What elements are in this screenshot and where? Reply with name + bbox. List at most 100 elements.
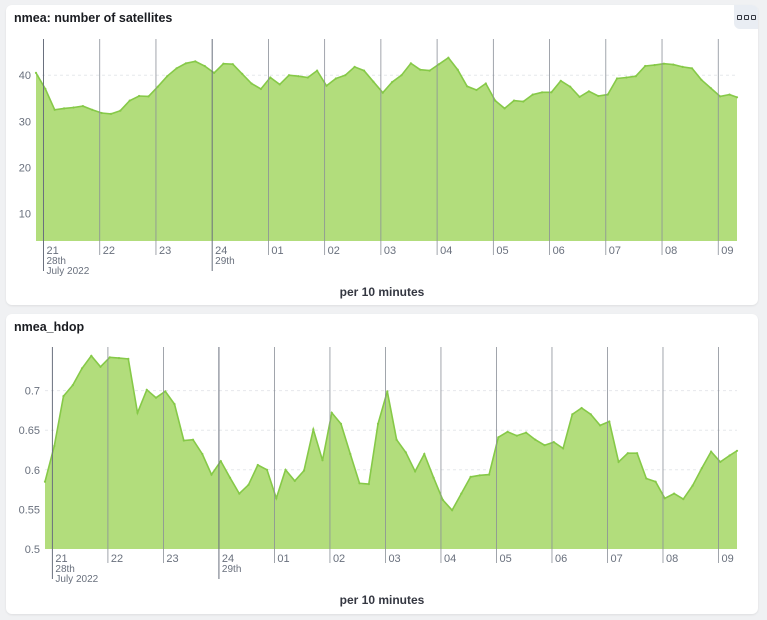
data-point	[117, 357, 121, 360]
data-point	[522, 100, 525, 103]
data-point	[478, 474, 481, 477]
data-point	[203, 64, 206, 68]
data-point	[265, 468, 269, 471]
data-point	[672, 63, 675, 66]
x-tick-label: 22	[103, 245, 115, 257]
satellites-chart-panel: nmea: number of satellites 10 20 30 40 21 28t…	[6, 5, 758, 305]
x-tick-label: 03	[388, 553, 400, 565]
data-point	[423, 452, 426, 456]
data-point	[543, 444, 546, 447]
data-point	[494, 99, 497, 102]
data-point	[100, 111, 103, 115]
data-point	[250, 82, 253, 85]
x-tick-label: 02	[333, 553, 345, 565]
data-point	[34, 71, 38, 74]
data-point	[381, 91, 384, 94]
data-point	[512, 99, 516, 102]
data-point	[728, 93, 731, 96]
data-point	[432, 476, 435, 479]
data-point	[447, 56, 450, 59]
data-point	[460, 492, 463, 495]
data-point	[580, 406, 583, 410]
data-point	[700, 467, 703, 470]
data-point	[395, 438, 398, 441]
panel-title: nmea: number of satellites	[14, 11, 173, 25]
data-point	[617, 460, 620, 463]
y-tick-label: 0.7	[25, 386, 40, 398]
x-tick-label: 23	[166, 553, 178, 565]
data-point	[72, 106, 75, 109]
y-tick-label: 10	[19, 208, 31, 220]
x-tick-label: 29th	[222, 564, 241, 575]
data-point	[456, 68, 459, 71]
x-tick-label: 23	[159, 245, 171, 257]
data-point	[353, 65, 356, 68]
data-point	[302, 469, 306, 472]
data-point	[562, 447, 565, 450]
data-point	[506, 430, 509, 433]
data-point	[419, 68, 422, 71]
y-tick-label: 0.65	[19, 425, 40, 437]
data-point	[222, 62, 225, 65]
data-point	[587, 90, 591, 93]
x-tick-label: 04	[444, 553, 456, 565]
data-point	[414, 470, 417, 473]
data-point	[128, 99, 131, 102]
data-point	[515, 434, 518, 437]
data-point	[316, 69, 319, 72]
data-point	[599, 424, 602, 427]
data-point	[119, 109, 122, 112]
series-line	[35, 56, 738, 115]
data-point	[91, 108, 94, 111]
data-point	[108, 356, 111, 359]
x-axis-title: per 10 minutes	[339, 593, 425, 607]
data-point	[636, 452, 639, 455]
data-point	[376, 422, 380, 425]
data-point	[109, 112, 113, 115]
x-tick-label: 24	[222, 553, 234, 565]
data-point	[578, 95, 581, 98]
data-point	[571, 413, 574, 416]
data-point	[451, 509, 454, 512]
data-point	[213, 71, 216, 74]
y-tick-label: 20	[19, 162, 31, 174]
data-point	[53, 444, 56, 448]
data-point	[386, 390, 389, 393]
data-point	[278, 83, 281, 86]
data-point	[531, 93, 534, 96]
data-point	[673, 492, 676, 495]
data-point	[210, 473, 213, 476]
data-point	[330, 411, 333, 414]
x-tick-label: 03	[384, 245, 396, 257]
data-point	[691, 484, 694, 487]
data-point	[166, 75, 169, 78]
data-point	[219, 460, 222, 463]
data-point	[682, 498, 685, 501]
hdop-chart-panel: nmea_hdop 0.5 0.55 0.6 0.65 0.7 21 28th July 20…	[6, 314, 758, 614]
data-point	[256, 463, 259, 467]
data-point	[645, 477, 648, 480]
data-point	[334, 77, 337, 80]
data-point	[728, 454, 731, 457]
x-tick-label: July 2022	[55, 574, 98, 585]
data-point	[662, 62, 666, 65]
data-point	[719, 460, 722, 463]
data-point	[597, 94, 600, 98]
data-point	[441, 498, 444, 501]
data-point	[191, 438, 195, 441]
data-point	[552, 441, 555, 444]
data-point	[238, 492, 241, 495]
panel-title: nmea_hdop	[14, 320, 85, 334]
x-tick-label: July 2022	[46, 266, 89, 277]
series-area	[36, 57, 737, 242]
data-point	[404, 451, 407, 454]
data-point	[147, 95, 150, 98]
data-point	[325, 84, 328, 87]
panel-options-button[interactable]	[734, 5, 758, 29]
data-point	[63, 107, 66, 110]
data-point	[626, 452, 629, 455]
x-tick-label: 21	[55, 553, 67, 565]
data-point	[173, 403, 176, 406]
